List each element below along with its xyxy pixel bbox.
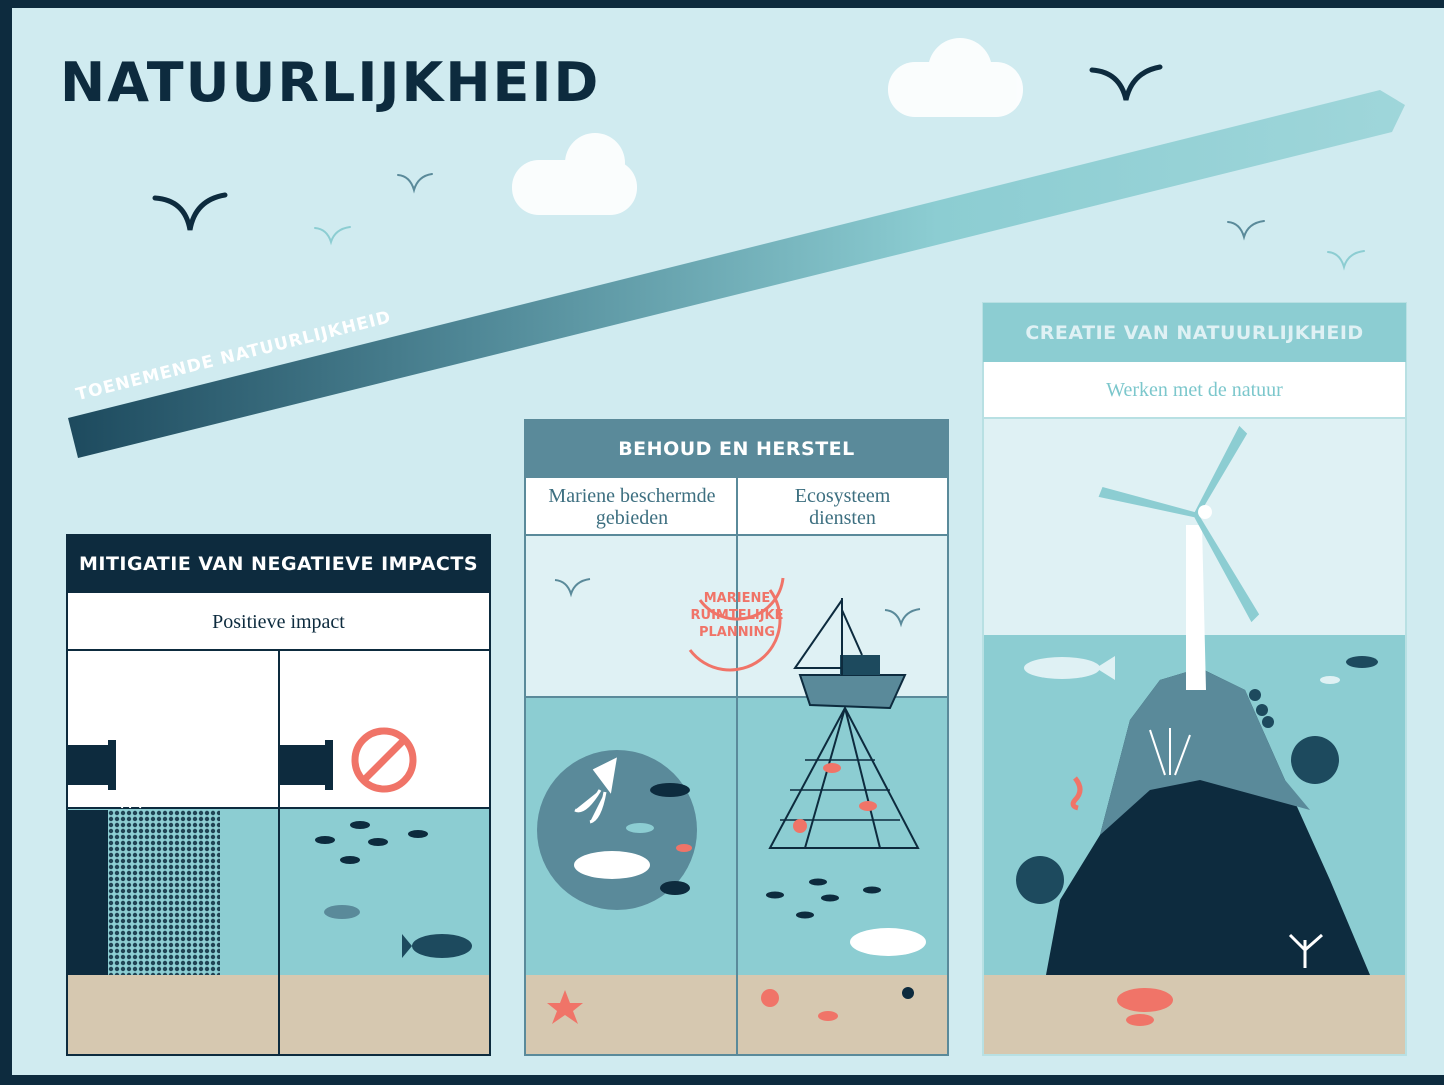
panel-title: CREATIE VAN NATUURLIJKHEID [983,303,1406,362]
main-title: NATUURLIJKHEID [60,52,600,112]
column-header: Mariene beschermde gebieden [527,478,737,535]
panel-title: BEHOUD EN HERSTEL [525,420,948,478]
page: NATUURLIJKHEID TOENEMENDE NATUURLIJKHEID… [0,0,1444,1085]
panel-subtitle: Werken met de natuur [983,362,1406,418]
column-header: Ecosysteem diensten [737,478,948,535]
panel-title: MITIGATIE VAN NEGATIEVE IMPACTS [67,535,490,593]
panel-subtitle: Positieve impact [67,593,490,650]
planning-badge: MARIENE RUIMTELIJKE PLANNING [682,585,792,645]
